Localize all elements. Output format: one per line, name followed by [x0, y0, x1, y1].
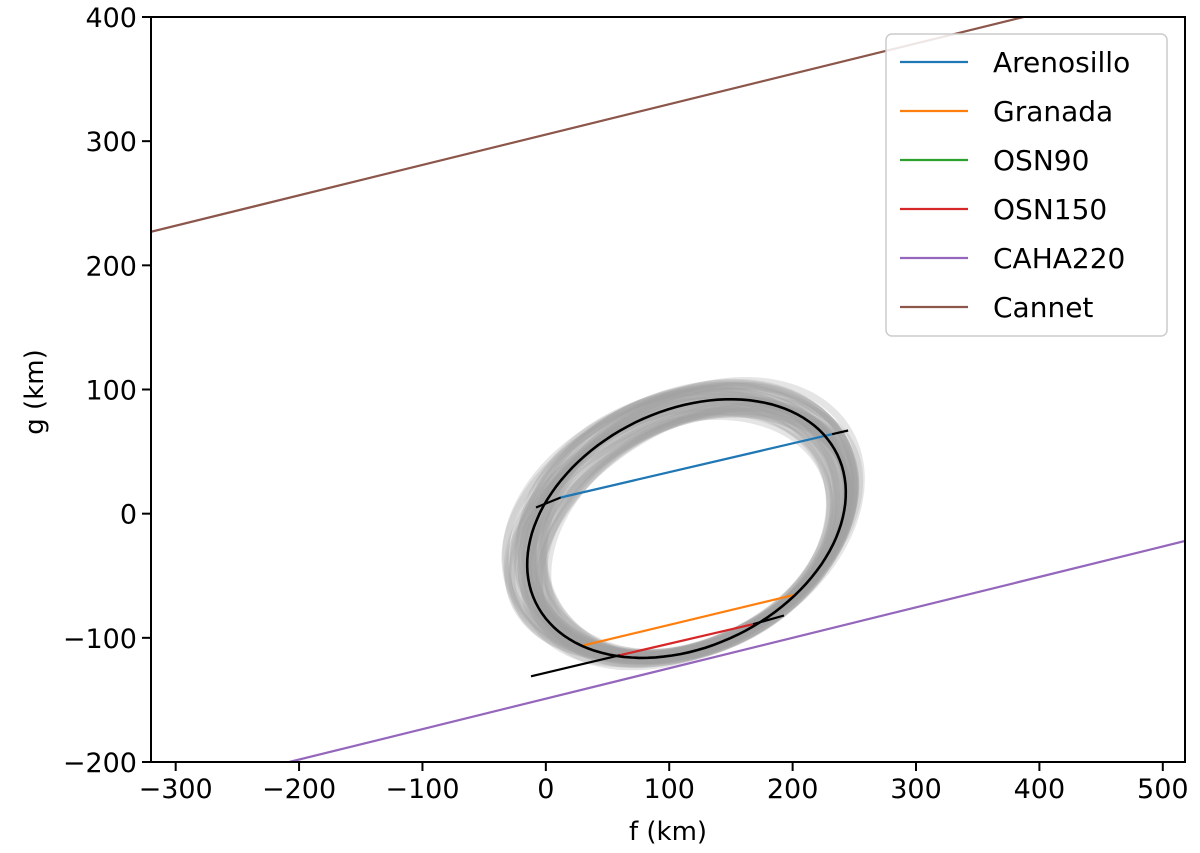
x-tick-label: 400	[1014, 774, 1066, 805]
y-tick-label: 200	[85, 251, 137, 282]
uncertainty-ellipse	[538, 382, 851, 661]
uncertainty-ellipse	[526, 396, 855, 665]
series-line-osn150	[619, 623, 754, 657]
series-line-granada	[583, 593, 797, 647]
chord-lines	[151, 17, 1185, 762]
y-axis-label: g (km)	[20, 349, 50, 434]
uncertainty-ellipse	[514, 379, 859, 663]
uncertainty-ellipse	[523, 404, 834, 657]
uncertainty-ellipse	[540, 410, 843, 662]
uncertainty-ellipse	[540, 382, 853, 662]
x-tick-label: 100	[643, 774, 695, 805]
uncertainty-ellipse	[529, 401, 838, 658]
legend-label: CAHA220	[993, 242, 1125, 275]
y-tick-label: 0	[120, 500, 137, 531]
series-line-cannet	[151, 17, 1024, 233]
legend-label: Arenosillo	[993, 46, 1130, 79]
uncertainty-ellipse	[528, 378, 858, 664]
uncertainty-ellipse	[516, 388, 839, 657]
uncertainty-ellipse	[513, 393, 846, 659]
axis-ticks: −300 −200 −100 0 100 200 300 400 500−200−1000100…	[63, 3, 1189, 805]
uncertainty-ellipse	[508, 409, 853, 662]
uncertainty-ellipse	[525, 412, 834, 658]
uncertainty-ellipse	[533, 381, 859, 665]
x-tick-label: 500	[1137, 774, 1189, 805]
x-axis-label: f (km)	[629, 817, 707, 847]
y-tick-label: 300	[85, 127, 137, 158]
uncertainty-ellipse	[509, 381, 858, 662]
uncertainty-ellipse	[539, 388, 850, 662]
fit-ellipse-layer	[525, 398, 848, 660]
series-line-arenosillo	[560, 433, 833, 499]
chord-extension	[831, 429, 849, 436]
series-line-caha220	[288, 539, 1185, 762]
uncertainty-ellipse	[533, 410, 844, 662]
legend-items: Arenosillo Granada OSN90 OSN150 CAHA220 Canne…	[900, 46, 1130, 324]
x-tick-label: 0	[537, 774, 554, 805]
x-tick-label: −300	[139, 774, 213, 805]
uncertainty-ellipse	[531, 382, 859, 666]
legend-label: OSN90	[993, 144, 1089, 177]
uncertainty-band	[501, 376, 865, 671]
uncertainty-ellipse	[517, 408, 837, 658]
uncertainty-ellipse	[523, 386, 842, 658]
legend-label: OSN150	[993, 193, 1107, 226]
fit-ellipse	[525, 398, 848, 660]
x-tick-label: −100	[385, 774, 459, 805]
x-tick-label: −200	[262, 774, 336, 805]
chord-extension	[535, 496, 562, 509]
legend: Arenosillo Granada OSN90 OSN150 CAHA220 Canne…	[885, 33, 1168, 337]
uncertainty-ellipse	[529, 396, 864, 671]
uncertainty-ellipse	[504, 407, 853, 661]
uncertainty-ellipse	[503, 402, 852, 660]
y-tick-label: 100	[85, 376, 137, 407]
x-tick-label: 300	[890, 774, 942, 805]
x-tick-label: 200	[767, 774, 819, 805]
y-tick-label: −100	[63, 624, 137, 655]
legend-label: Granada	[993, 95, 1113, 128]
uncertainty-ellipse	[517, 387, 860, 665]
y-tick-label: −200	[63, 748, 137, 779]
legend-box	[885, 33, 1168, 337]
chord-extension	[530, 654, 621, 678]
y-tick-label: 400	[85, 3, 137, 34]
legend-label: Cannet	[993, 291, 1093, 324]
